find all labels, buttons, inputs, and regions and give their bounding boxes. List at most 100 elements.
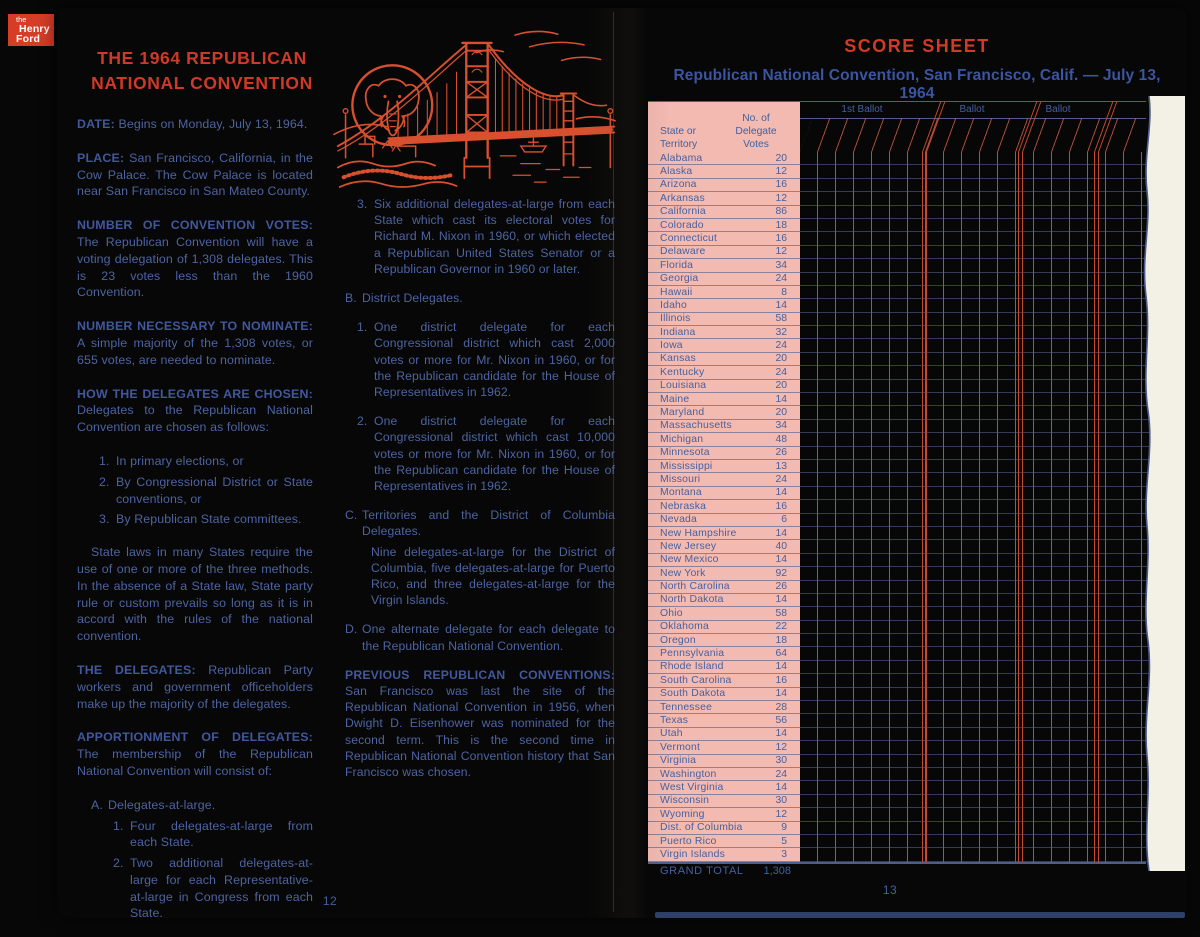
list-marker: 2. (357, 414, 368, 429)
vote-count: 20 (775, 353, 787, 365)
logo-text-henry: Henry (19, 22, 50, 35)
table-row: Montana 14 (648, 487, 1162, 501)
state-name: Alabama (660, 152, 703, 164)
state-name: Iowa (660, 340, 683, 352)
vote-count: 24 (775, 340, 787, 352)
vote-count: 24 (775, 768, 787, 780)
left-page-column-1: THE 1964 REPUBLICAN NATIONAL CONVENTION … (77, 46, 313, 926)
vote-count: 24 (775, 273, 787, 285)
state-name: Oklahoma (660, 621, 709, 633)
table-row: Iowa 24 (648, 339, 1162, 353)
list-item: D. One alternate delegate for each delega… (345, 622, 615, 653)
paragraph-lead: DATE: (77, 117, 115, 131)
table-row: Kentucky 24 (648, 366, 1162, 380)
vote-count: 24 (775, 366, 787, 378)
ballot-header-2: Ballot (959, 104, 985, 115)
vote-count: 6 (781, 514, 787, 526)
logo-text-the: the (16, 15, 27, 24)
vote-count: 16 (775, 179, 787, 191)
state-name: Tennessee (660, 701, 713, 713)
list-item: 2. One district delegate for each Congres… (357, 414, 615, 494)
vote-count: 14 (775, 688, 787, 700)
table-row: Massachusetts 34 (648, 420, 1162, 434)
table-row: New Jersey 40 (648, 540, 1162, 554)
list-item: C. Territories and the District of Columb… (345, 508, 615, 539)
vote-count: 58 (775, 313, 787, 325)
vote-count: 18 (775, 634, 787, 646)
state-name: Washington (660, 768, 717, 780)
state-name: Illinois (660, 313, 691, 325)
vote-count: 14 (775, 299, 787, 311)
vote-count: 14 (775, 487, 787, 499)
table-row: Virginia 30 (648, 755, 1162, 768)
table-row: Illinois 58 (648, 313, 1162, 327)
table-row: Vermont 12 (648, 741, 1162, 755)
table-row: Dist. of Columbia 9 (648, 822, 1162, 835)
state-name: Ohio (660, 607, 683, 619)
state-name: Mississippi (660, 460, 713, 472)
vote-count: 18 (775, 219, 787, 231)
paragraph-lead: THE DELEGATES: (77, 662, 196, 677)
vote-count: 48 (775, 433, 787, 445)
state-name: Hawaii (660, 286, 693, 298)
state-name: Maryland (660, 407, 705, 419)
state-name: Nevada (660, 514, 698, 526)
booklet-spread: THE 1964 REPUBLICAN NATIONAL CONVENTION … (57, 8, 1187, 920)
vote-count: 16 (775, 500, 787, 512)
state-name: North Dakota (660, 594, 724, 606)
table-row: Idaho 14 (648, 299, 1162, 313)
page-number-right: 13 (882, 883, 898, 897)
vote-count: 28 (775, 701, 787, 713)
tally-grid (800, 152, 1142, 862)
table-row: Hawaii 8 (648, 286, 1162, 300)
table-row: Arizona 16 (648, 179, 1162, 193)
list-item: 2. By Congressional District or State con… (99, 474, 313, 506)
vote-count: 20 (775, 407, 787, 419)
table-row: Wisconsin 30 (648, 795, 1162, 809)
vote-count: 14 (775, 594, 787, 606)
vote-count: 26 (775, 581, 787, 593)
table-row: Arkansas 12 (648, 192, 1162, 206)
list-marker: 1. (113, 818, 124, 833)
paragraph-lead: NUMBER OF CONVENTION VOTES: (77, 218, 313, 233)
left-page-column-2: 3. Six additional delegates-at-large from… (345, 196, 615, 791)
state-name: Kansas (660, 353, 696, 365)
vote-count: 22 (775, 621, 787, 633)
vote-count: 9 (781, 822, 787, 834)
state-name: Minnesota (660, 447, 710, 459)
list-marker: 2. (113, 856, 124, 871)
list-item: 1. One district delegate for each Congres… (357, 320, 615, 400)
state-name: Georgia (660, 273, 699, 285)
list-item: 1. In primary elections, or (99, 453, 244, 468)
table-row: North Dakota 14 (648, 594, 1162, 608)
vote-count: 26 (775, 447, 787, 459)
table-row: Rhode Island 14 (648, 661, 1162, 675)
table-row: Utah 14 (648, 728, 1162, 742)
state-name: Missouri (660, 473, 701, 485)
paragraph-lead: PLACE: (77, 150, 125, 165)
paragraph: APPORTIONMENT OF DELEGATES: The membersh… (77, 730, 313, 778)
table-row: Mississippi 13 (648, 460, 1162, 474)
vote-count: 86 (775, 206, 787, 218)
list-item: 3. Six additional delegates-at-large from… (357, 197, 615, 276)
table-row: Washington 24 (648, 768, 1162, 782)
state-column-header: State or Territory (660, 126, 698, 150)
table-row: Tennessee 28 (648, 701, 1162, 715)
vote-count: 16 (775, 674, 787, 686)
page-title-line1: THE 1964 REPUBLICAN (97, 48, 307, 68)
table-row: Michigan 48 (648, 433, 1162, 447)
table-row: Colorado 18 (648, 219, 1162, 233)
paragraph: State laws in many States require the us… (77, 545, 313, 644)
vote-count: 13 (775, 460, 787, 472)
vote-count: 30 (775, 755, 787, 767)
vote-count: 64 (775, 648, 787, 660)
ballot-section-divider (1094, 152, 1099, 862)
state-name: Montana (660, 487, 702, 499)
vote-count: 14 (775, 728, 787, 740)
vote-count: 12 (775, 165, 787, 177)
state-name: Dist. of Columbia (660, 822, 743, 834)
grand-total-label: GRAND TOTAL (660, 865, 744, 877)
vote-count: 30 (775, 795, 787, 807)
table-row: Louisiana 20 (648, 380, 1162, 394)
